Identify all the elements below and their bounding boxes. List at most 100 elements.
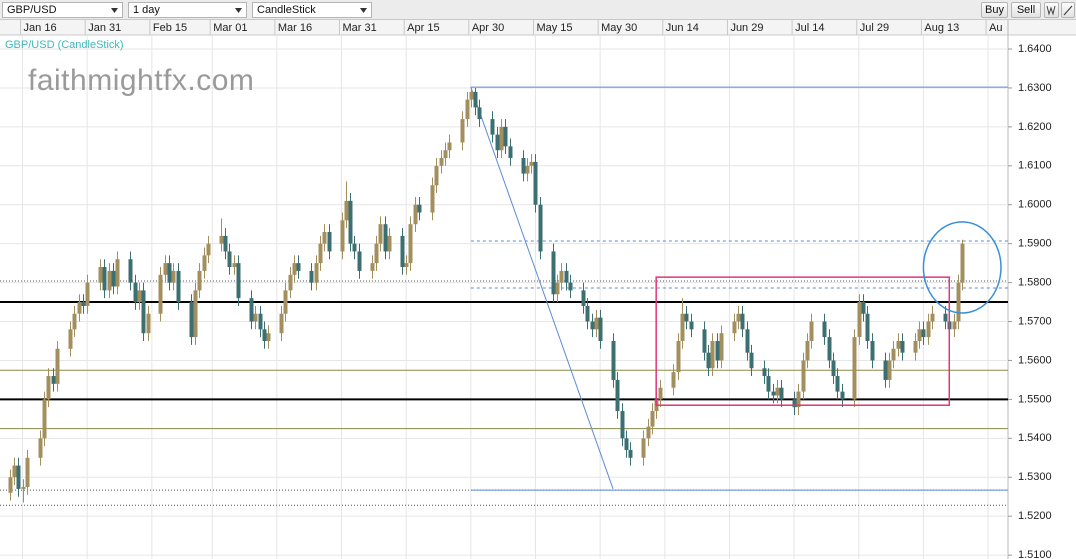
candle-body xyxy=(98,267,103,283)
toolbar: GBP/USD 1 day CandleStick Buy Sell xyxy=(0,0,1076,20)
dropdown-arrow xyxy=(235,8,242,13)
candle-body xyxy=(167,263,172,283)
candle-body xyxy=(956,282,961,322)
candle-body xyxy=(732,321,737,334)
y-tick-label: 1.5200 xyxy=(1018,510,1052,522)
candle-body xyxy=(559,270,564,283)
range-box xyxy=(655,276,951,406)
candle-body xyxy=(266,333,271,341)
candle-body xyxy=(719,333,724,361)
candle-body xyxy=(598,317,603,341)
candle-body xyxy=(590,321,595,330)
candle-body xyxy=(352,243,357,252)
indicator-button[interactable] xyxy=(1044,2,1059,18)
y-tick-label: 1.5900 xyxy=(1018,238,1052,250)
candle-body xyxy=(16,465,21,489)
candle-body xyxy=(137,290,142,303)
candle-body xyxy=(883,360,888,380)
candle-body xyxy=(283,290,288,314)
chart-type-select[interactable]: CandleStick xyxy=(252,2,372,18)
candle-body xyxy=(827,337,832,361)
candle-body xyxy=(279,313,284,334)
candle-body xyxy=(141,290,146,334)
candle-body xyxy=(197,270,202,291)
candle-body xyxy=(676,340,681,373)
candle-body xyxy=(477,107,482,120)
candle-body xyxy=(309,270,314,283)
candle-body xyxy=(374,243,379,264)
series-title: GBP/USD (CandleStick) xyxy=(5,39,124,51)
candle-body xyxy=(689,321,694,330)
candle-body xyxy=(202,255,207,271)
candle-body xyxy=(917,329,922,341)
dropdown-arrow xyxy=(360,8,367,13)
candle-body xyxy=(8,477,13,493)
x-tick-label: Mar 01 xyxy=(213,22,247,34)
candle-body xyxy=(805,340,810,361)
candle-body xyxy=(25,457,30,487)
date-axis-band xyxy=(0,20,1076,35)
candle-body xyxy=(766,376,771,392)
chart: faithmightfx.com GBP/USD (CandleStick) 1… xyxy=(0,20,1076,559)
x-tick-label: Aug 13 xyxy=(924,22,959,34)
candle-body xyxy=(81,302,86,306)
candle-body xyxy=(102,267,107,291)
candle-body xyxy=(55,348,60,384)
y-tick-label: 1.6300 xyxy=(1018,82,1052,94)
candle-body xyxy=(378,224,383,244)
watermark: faithmightfx.com xyxy=(28,64,254,97)
candle-body xyxy=(943,313,948,322)
candle-body xyxy=(551,251,556,295)
candle-body xyxy=(503,126,508,147)
candle-body xyxy=(792,399,797,408)
candle-body xyxy=(525,165,530,174)
candle-body xyxy=(960,243,965,283)
highlight-ellipse xyxy=(922,221,1002,314)
x-tick-label: Jun 14 xyxy=(666,22,699,34)
candle-body xyxy=(296,263,301,271)
candle-body xyxy=(163,263,168,275)
candle-body xyxy=(115,259,120,287)
candle-body xyxy=(223,235,228,252)
candle-body xyxy=(926,321,931,338)
candle-body xyxy=(413,204,418,225)
y-tick-label: 1.6000 xyxy=(1018,199,1052,211)
buy-button[interactable]: Buy xyxy=(981,2,1008,18)
candle-body xyxy=(72,313,77,330)
candle-body xyxy=(206,243,211,256)
indicator-icon xyxy=(1046,5,1056,16)
candle-body xyxy=(262,329,267,341)
y-tick-label: 1.5500 xyxy=(1018,393,1052,405)
x-tick-label: Jan 31 xyxy=(88,22,121,34)
candle-body xyxy=(42,399,47,439)
x-tick-label: Au xyxy=(989,22,1002,34)
candle-body xyxy=(650,411,655,427)
interval-select[interactable]: 1 day xyxy=(128,2,247,18)
candle-body xyxy=(896,340,901,349)
candle-body xyxy=(469,91,474,100)
candle-body xyxy=(322,231,327,244)
sell-button[interactable]: Sell xyxy=(1011,2,1041,18)
candle-body xyxy=(400,235,405,268)
candle-body xyxy=(831,360,836,377)
candle-body xyxy=(249,298,254,322)
candle-body xyxy=(680,313,685,341)
candle-body xyxy=(404,263,409,268)
candle-body xyxy=(564,270,569,283)
candle-body xyxy=(176,270,181,303)
candle-body xyxy=(857,302,862,338)
candle-body xyxy=(495,134,500,151)
candle-body xyxy=(288,274,293,291)
draw-button[interactable] xyxy=(1061,2,1075,18)
symbol-select[interactable]: GBP/USD xyxy=(2,2,123,18)
x-tick-label: Jul 14 xyxy=(795,22,824,34)
candle-body xyxy=(891,348,896,361)
symbol: GBP/USD xyxy=(7,4,57,16)
candle-body xyxy=(460,119,465,143)
candle-body xyxy=(749,352,754,369)
candle-body xyxy=(443,150,448,159)
candle-body xyxy=(21,486,26,489)
candle-body xyxy=(745,329,750,353)
y-tick-label: 1.5700 xyxy=(1018,315,1052,327)
candle-body xyxy=(383,224,388,252)
